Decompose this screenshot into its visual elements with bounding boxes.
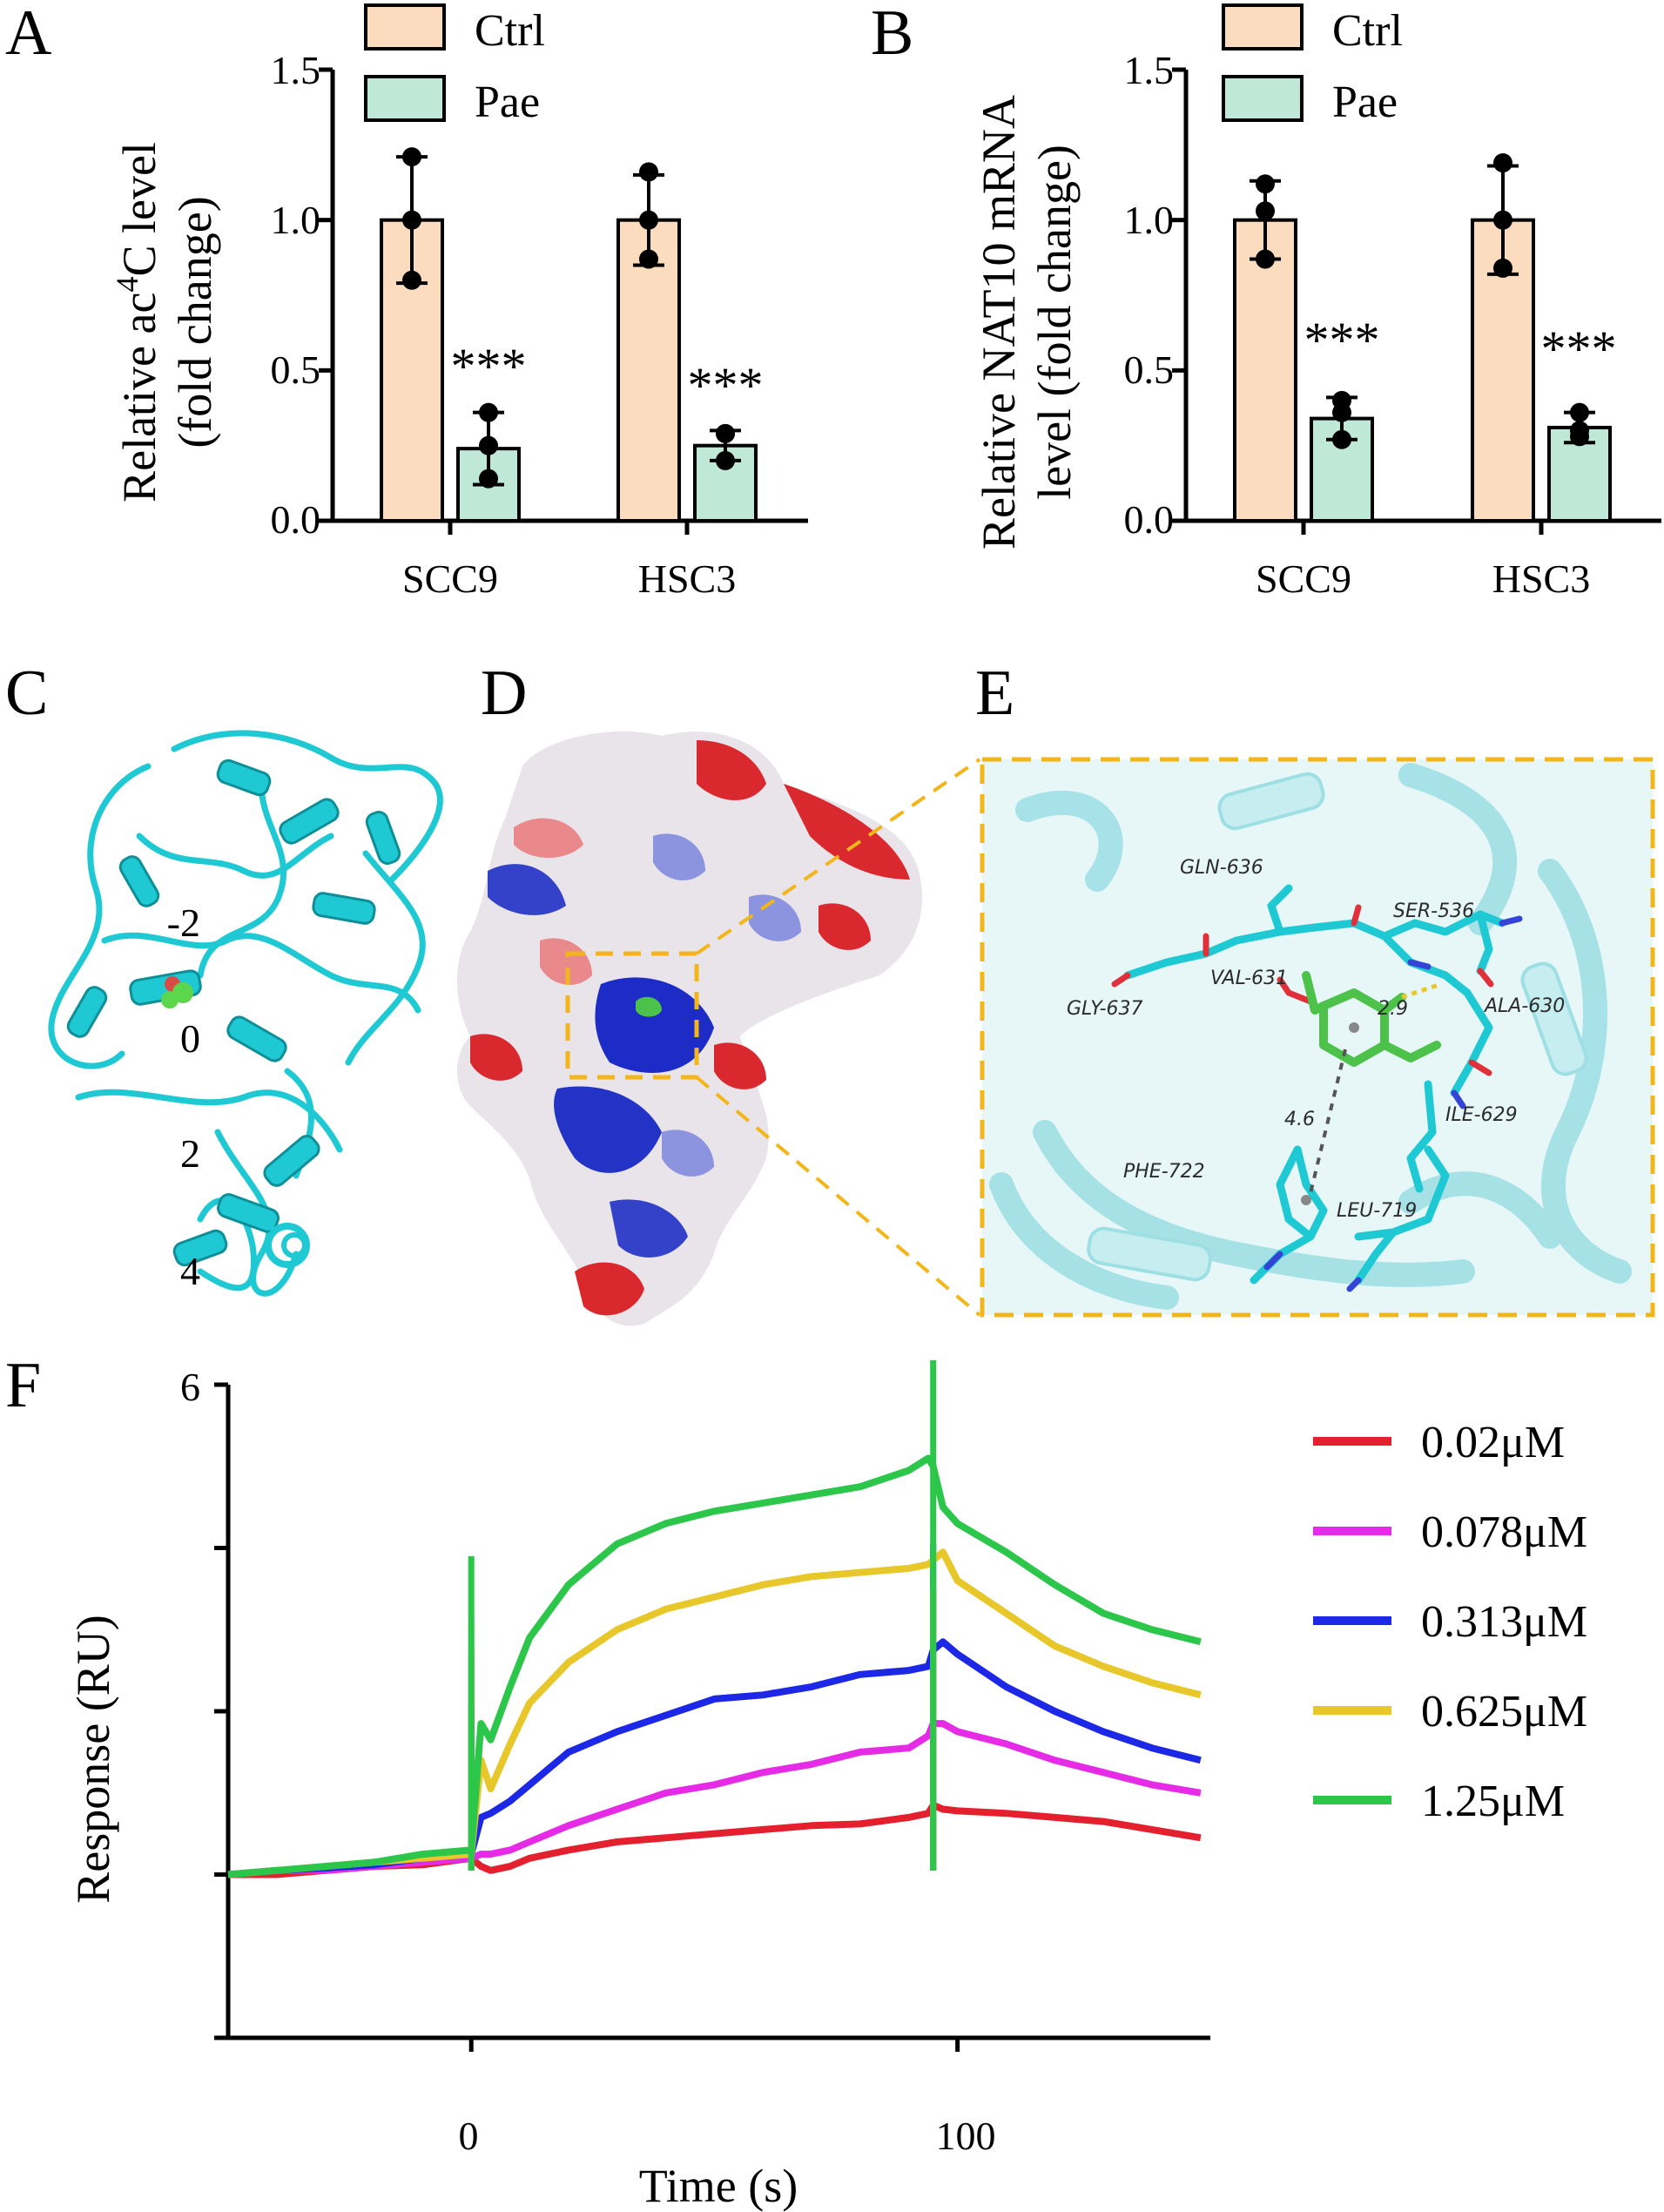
binding-pocket-image: GLN-636 SER-536 VAL-631 GLY-637 ALA-630 … [980,757,1655,1318]
bar-ctrl [616,218,681,523]
legend-swatch-ctrl [364,3,446,51]
x-tick-label: 100 [936,2114,996,2158]
data-point [479,435,498,455]
y-tick-label: 0.5 [1124,347,1175,392]
y-tick-label: 6 [180,1365,200,1409]
legend-label-ctrl: Ctrl [1332,6,1403,56]
residue-label: GLN-636 [1180,857,1263,879]
data-point [402,147,421,167]
y-tick-label: 0.0 [271,497,321,542]
y-axis-title: Response (RU) [67,1615,119,1903]
data-point [1256,249,1275,269]
x-tick-label: HSC3 [1492,556,1590,601]
residue-label: LEU-719 [1337,1200,1417,1222]
x-tick-label: SCC9 [402,556,498,601]
y-tick-label: 1.0 [271,198,321,242]
y-tick-label: 0.0 [1124,497,1175,542]
y-tick-label: 1.5 [1124,48,1175,92]
distance-label: 4.6 [1284,1109,1315,1130]
series-line-5 [227,1454,1202,1878]
data-point [716,423,735,443]
series-line-4 [227,1548,1202,1878]
data-point [1256,174,1275,194]
residue-label: ILE-629 [1445,1104,1518,1126]
significance-label: *** [688,357,764,414]
legend-swatch-pae [364,75,446,122]
bar-ctrl [1233,218,1297,523]
y-tick-label: 0.5 [271,347,321,392]
panel-label-d: D [481,658,527,729]
residue-label: ALA-630 [1483,995,1565,1017]
line-chart-f: 6 4 2 0 -2 0 100 Time (s) Response (RU) … [67,900,1587,2212]
residue-label: SER-536 [1393,900,1474,922]
legend-label: 1.25μM [1421,1777,1565,1826]
panel-label-c: C [5,658,48,729]
y-tick-label: 2 [180,1131,200,1176]
panel-label-f: F [5,1350,41,1421]
data-point [402,270,421,290]
bar-chart-b: SCC9 HSC3 0.0 0.5 1.0 1.5 *** *** Relati… [973,3,1661,601]
distance-label: 2.9 [1378,998,1408,1020]
data-point [1570,427,1589,447]
legend-label-pae: Pae [1332,78,1398,127]
residue-label: PHE-722 [1123,1161,1205,1183]
y-tick-label: 1.0 [1124,198,1175,242]
y-tick-label: 0 [180,1016,200,1061]
data-point [1332,402,1351,422]
y-axis-title: Relative NAT10 mRNA level (fold change) [973,95,1081,550]
panel-label-b: B [871,0,913,69]
data-point [639,249,658,269]
series-line-2 [227,1720,1202,1878]
residue-label: GLY-637 [1067,998,1143,1020]
svg-text:(fold change): (fold change) [169,196,221,448]
y-axis-title: Relative ac4C level (fold change) [110,142,221,502]
x-tick-label: 0 [459,2114,479,2158]
data-point [639,210,658,230]
data-point [639,162,658,182]
x-tick-label: SCC9 [1256,556,1351,601]
svg-text:Relative ac4C level: Relative ac4C level [110,142,165,502]
panel-label-e: E [975,658,1014,729]
legend-swatch-ctrl [1222,3,1304,51]
y-tick-label: -2 [167,900,200,945]
x-axis-title: Time (s) [639,2160,798,2212]
data-point [479,469,498,489]
data-point [402,210,421,230]
legend-label: 0.313μM [1421,1597,1587,1647]
svg-text:level (fold change): level (fold change) [1028,145,1081,500]
data-point [479,402,498,422]
line-chart-f-marks [214,1359,1210,2052]
panel-label-a: A [5,0,51,69]
legend-label: 0.078μM [1421,1507,1587,1557]
y-tick-label: 4 [180,1249,200,1293]
legend-label-pae: Pae [475,78,540,127]
y-tick-label: 1.5 [271,48,321,92]
data-point [1493,210,1512,230]
legend-label: 0.625μM [1421,1687,1587,1737]
x-tick-label: HSC3 [638,556,736,601]
svg-text:Relative NAT10 mRNA: Relative NAT10 mRNA [973,95,1025,550]
protein-cartoon-image [48,730,443,1297]
legend-swatch-pae [1222,75,1304,122]
significance-label: *** [451,338,527,395]
data-point [1493,258,1512,278]
legend-label-ctrl: Ctrl [475,6,545,56]
data-point [716,450,735,470]
data-point [1256,201,1275,221]
bar-chart-b-marks [1172,67,1661,535]
electrostatic-surface-image [457,731,981,1326]
legend-f: 0.02μM 0.078μM 0.313μM 0.625μM 1.25μM [1313,1418,1587,1826]
residue-label: VAL-631 [1210,968,1288,989]
bar-chart-a-marks [319,67,808,535]
data-point [1493,153,1512,173]
bar-chart-a: SCC9 HSC3 0.0 0.5 1.0 1.5 *** *** Relati… [110,3,808,601]
legend-label: 0.02μM [1421,1418,1565,1467]
significance-label: *** [1541,320,1617,377]
data-point [1570,402,1589,422]
data-point [1332,429,1351,449]
significance-label: *** [1304,312,1380,368]
